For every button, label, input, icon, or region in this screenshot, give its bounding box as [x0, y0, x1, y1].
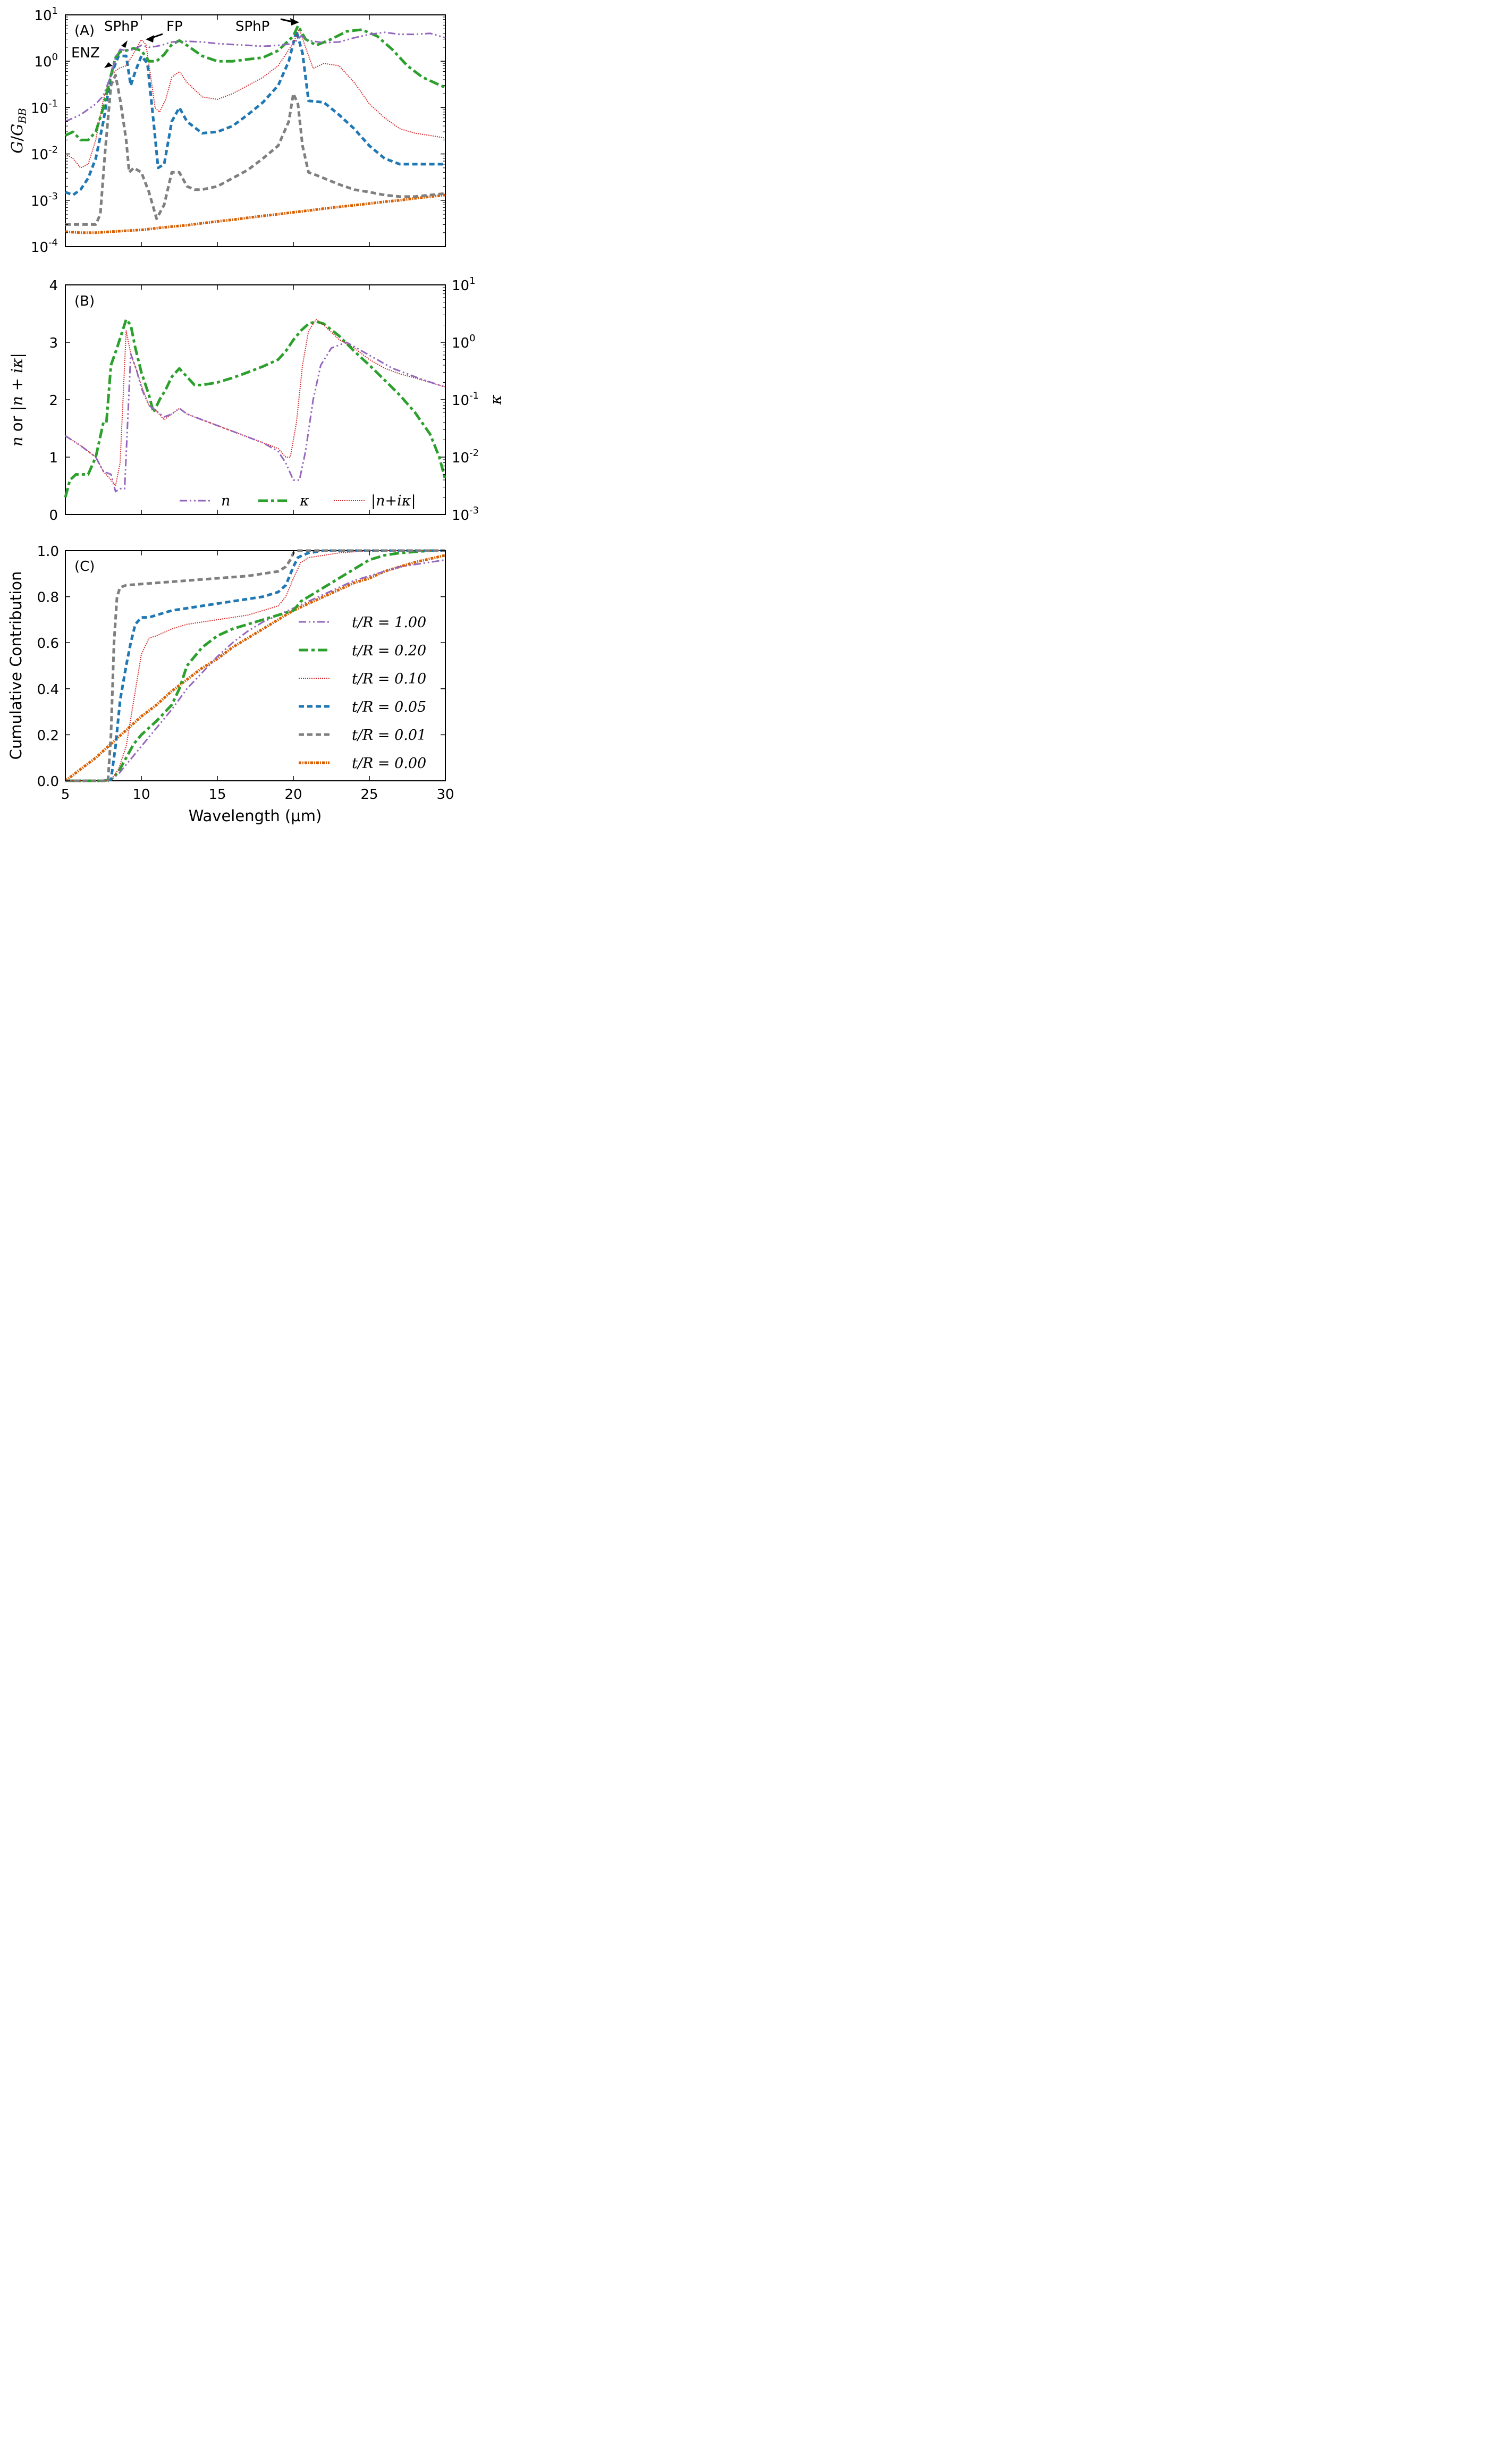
panel-b-series [64, 318, 447, 498]
legend-label-t005: t/R = 0.05 [352, 699, 426, 715]
annotation-sphp: SPhP [104, 19, 138, 35]
panel-c-ticks: 0.0 0.2 0.4 0.6 0.8 1.0 5 10 15 20 25 30 [37, 544, 454, 803]
panel-a-ticks: 10-4 10-3 10-2 10-1 100 101 [31, 5, 446, 256]
series-line-t005 [65, 29, 445, 197]
legend-label-n: n [221, 493, 230, 509]
legend-label-t100: t/R = 1.00 [352, 614, 426, 631]
series-line-t010 [65, 550, 445, 781]
panel-b-ytick-right-label: 10-2 [452, 448, 479, 466]
panel-c-ytick-label: 0.2 [37, 728, 59, 744]
panel-a-ytick-label: 10-1 [31, 98, 58, 116]
panel-c-xtick-label: 10 [132, 787, 150, 803]
panel-c-frame [65, 550, 446, 781]
annotation-arrow-shaft [280, 18, 293, 23]
panel-b-ytick-right-label: 101 [452, 275, 476, 294]
panel-b-ytick-label: 1 [49, 450, 58, 466]
annotation-arrow-icon [104, 62, 113, 68]
panel-b-ylabel-left: n or |n + iκ| [8, 353, 26, 446]
annotation-arrow-icon [121, 40, 128, 48]
series-line-t001 [65, 549, 445, 782]
panel-c-label: (C) [74, 559, 95, 575]
series-line-t100 [65, 31, 446, 122]
legend-label-t010: t/R = 0.10 [352, 671, 426, 687]
panel-b-legend: n κ |n+iκ| [180, 493, 416, 509]
panel-b-ytick-right-label: 10-1 [452, 390, 479, 409]
panel-b-ytick-right-label: 10-3 [452, 505, 479, 524]
panel-c-ytick-label: 1.0 [37, 544, 59, 560]
panel-b-ytick-label: 4 [49, 278, 58, 294]
series-line-t000 [64, 554, 446, 782]
legend-label-t020: t/R = 0.20 [352, 643, 426, 659]
legend-label-t001: t/R = 0.01 [352, 727, 426, 744]
legend-label-t000: t/R = 0.00 [352, 755, 426, 772]
annotation-sphp: SPhP [235, 19, 269, 35]
panel-c-ytick-label: 0.6 [37, 636, 59, 652]
panel-c-xtick-label: 20 [284, 787, 302, 803]
annotation-fp: FP [166, 19, 183, 35]
panel-c-ytick-label: 0.8 [37, 590, 59, 606]
panel-c-ylabel: Cumulative Contribution [7, 571, 25, 760]
series-line-t001 [65, 73, 446, 226]
panel-a-ytick-label: 10-2 [31, 145, 58, 163]
series-line-t020 [65, 549, 445, 782]
panel-a-ytick-label: 101 [34, 5, 58, 24]
panel-b-ytick-label: 2 [49, 393, 58, 409]
annotation-arrow-icon [146, 35, 154, 43]
panel-c-xtick-label: 15 [208, 787, 226, 803]
panel-c-xlabel: Wavelength (μm) [189, 807, 322, 825]
panel-a-ytick-label: 10-3 [31, 191, 58, 209]
panel-b-label: (B) [74, 293, 95, 309]
legend-label-kappa: κ [299, 493, 309, 509]
panel-a-label: (A) [74, 23, 95, 39]
panel-c-series [64, 549, 446, 782]
series-line-kappa [64, 318, 447, 498]
panel-a-ylabel: G/GBB [8, 108, 29, 154]
panel-a-series [64, 24, 446, 234]
panel-a-frame [65, 14, 446, 247]
series-line-nik [65, 318, 446, 486]
series-line-t005 [65, 549, 445, 782]
panel-c-ytick-label: 0.0 [37, 774, 59, 790]
panel-a-ytick-label: 100 [34, 52, 58, 70]
panel-c-xtick-label: 25 [360, 787, 378, 803]
annotation-arrow-shaft [151, 33, 163, 39]
series-line-t100 [65, 559, 446, 782]
panel-c: (C) 0.0 0.2 0.4 0.6 0.8 1.0 5 10 15 20 25 30 t/R = … [7, 544, 454, 825]
series-line-t010 [65, 28, 446, 168]
panel-c-xtick-label: 5 [61, 787, 70, 803]
panel-b-ytick-label: 3 [49, 335, 58, 351]
panel-b-frame [65, 284, 446, 515]
legend-label-nik: |n+iκ| [371, 493, 416, 509]
panel-c-xtick-label: 30 [436, 787, 454, 803]
panel-b: (B) 0 1 2 3 4 10-3 10-2 10-1 100 101 n κ |n+iκ| n o… [8, 275, 505, 524]
panel-b-ticks: 0 1 2 3 4 10-3 10-2 10-1 100 101 [49, 275, 479, 524]
panel-b-ylabel-right: κ [487, 394, 505, 405]
annotation-arrow-icon [290, 18, 299, 26]
panel-b-ytick-label: 0 [49, 508, 58, 524]
panel-c-legend: t/R = 1.00 t/R = 0.20 t/R = 0.10 t/R = 0.05… [299, 614, 426, 772]
series-line-n [65, 341, 446, 493]
panel-b-ytick-right-label: 100 [452, 333, 476, 351]
panel-a-ytick-label: 10-4 [31, 237, 58, 256]
annotation-enz: ENZ [71, 45, 100, 61]
series-line-t000 [65, 193, 446, 234]
panel-c-ytick-label: 0.4 [37, 682, 59, 698]
